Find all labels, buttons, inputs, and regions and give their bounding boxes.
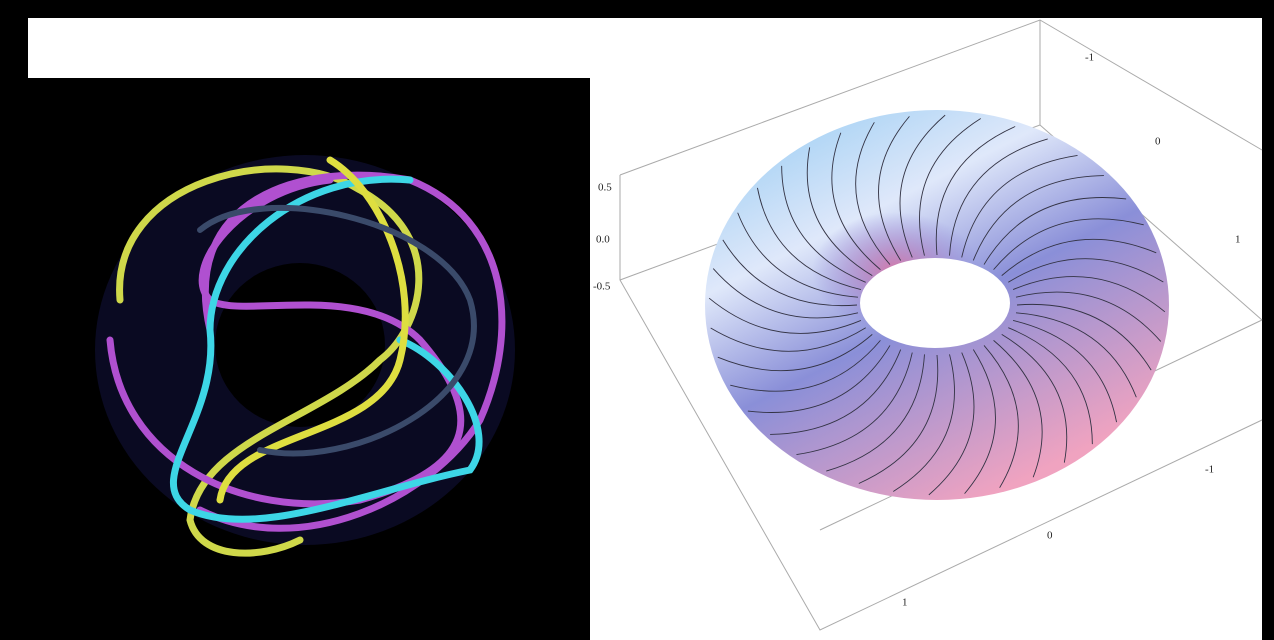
- z-tick-label: 0.5: [598, 182, 612, 194]
- page: 0.5 0.0 -0.5 -1 0 1 -1 0 1 (() => { cons…: [0, 0, 1274, 640]
- z-tick-label: 0.0: [596, 234, 610, 246]
- torus-hole: [860, 258, 1010, 348]
- axis-tick-label: 0: [1047, 530, 1053, 542]
- axis-tick-label: 0: [1155, 136, 1161, 148]
- z-tick-label: -0.5: [593, 281, 611, 293]
- axis-tick-label: 1: [902, 597, 908, 609]
- axis-tick-label: 1: [1235, 234, 1241, 246]
- axis-tick-label: -1: [1205, 464, 1214, 476]
- screenshot: 0.5 0.0 -0.5 -1 0 1 -1 0 1: [0, 0, 1274, 640]
- torus-hole: [215, 263, 385, 427]
- axis-tick-label: -1: [1085, 52, 1094, 64]
